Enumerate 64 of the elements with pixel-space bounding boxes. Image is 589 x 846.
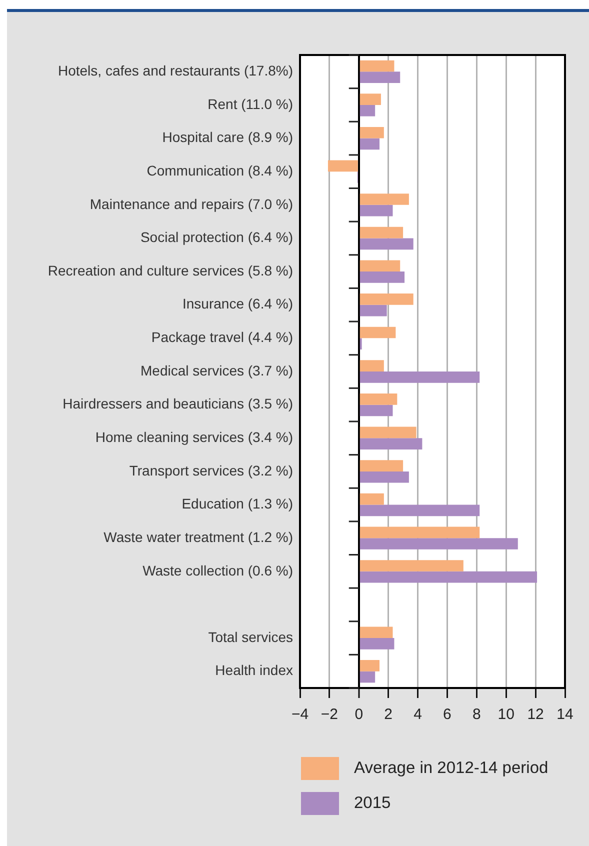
y-tick-label: Hotels, cafes and restaurants (17.8%) bbox=[58, 62, 293, 79]
x-tick-label: 10 bbox=[498, 706, 514, 724]
x-tick-label: −4 bbox=[291, 706, 309, 724]
y-tick-label: Transport services (3.2 %) bbox=[129, 462, 293, 478]
y-tick-label: Medical services (3.7 %) bbox=[140, 362, 293, 378]
bar bbox=[360, 294, 414, 305]
bar bbox=[360, 526, 480, 538]
bar bbox=[360, 660, 380, 672]
bar bbox=[360, 72, 400, 83]
bar bbox=[360, 326, 396, 338]
y-tick-label: Hairdressers and beauticians (3.5 %) bbox=[62, 396, 293, 412]
bar bbox=[360, 60, 394, 72]
bar bbox=[360, 94, 381, 105]
bar bbox=[360, 571, 538, 583]
bar bbox=[360, 471, 409, 483]
y-tick-label: Maintenance and repairs (7.0 %) bbox=[90, 196, 293, 212]
y-tick-label: Waste collection (0.6 %) bbox=[142, 562, 293, 578]
bar bbox=[360, 126, 384, 138]
bar bbox=[328, 160, 358, 172]
y-tick-label: Home cleaning services (3.4 %) bbox=[95, 428, 293, 445]
x-tick-label: −2 bbox=[320, 706, 338, 724]
bar bbox=[360, 372, 480, 383]
y-tick-label: Social protection (6.4 %) bbox=[140, 229, 293, 246]
y-tick-label: Education (1.3 %) bbox=[182, 496, 293, 512]
bar bbox=[360, 538, 518, 550]
legend-label: 2015 bbox=[354, 794, 391, 813]
bar bbox=[360, 104, 376, 116]
x-tick-label: 4 bbox=[414, 706, 422, 724]
bar bbox=[360, 238, 414, 250]
bar bbox=[360, 260, 400, 272]
x-tick-label: 0 bbox=[354, 706, 364, 724]
bar bbox=[360, 360, 384, 372]
y-tick-label: Health index bbox=[215, 662, 293, 678]
bar bbox=[360, 560, 464, 572]
bar bbox=[360, 204, 393, 216]
bar bbox=[360, 426, 416, 438]
y-tick-label: Rent (11.0 %) bbox=[208, 96, 293, 112]
bar bbox=[360, 226, 404, 238]
bar bbox=[360, 438, 422, 450]
bar bbox=[360, 404, 393, 416]
bar bbox=[360, 504, 480, 516]
x-tick-label: 6 bbox=[443, 706, 452, 724]
bar bbox=[360, 460, 404, 472]
y-tick-label: Package travel (4.4 %) bbox=[151, 329, 293, 346]
y-tick-label: Recreation and culture services (5.8 %) bbox=[48, 262, 293, 278]
x-tick-label: 8 bbox=[472, 706, 481, 724]
bar bbox=[360, 493, 384, 505]
bar bbox=[360, 626, 393, 638]
y-tick-label: Hospital care (8.9 %) bbox=[162, 129, 293, 146]
bar bbox=[360, 138, 380, 150]
bar bbox=[360, 638, 394, 650]
bar bbox=[360, 272, 405, 283]
x-tick-label: 14 bbox=[556, 706, 574, 724]
y-tick-label: Total services bbox=[208, 628, 293, 645]
bar bbox=[360, 304, 387, 316]
x-tick-label: 12 bbox=[527, 706, 544, 724]
bar bbox=[360, 393, 398, 405]
y-tick-label: Communication (8.4 %) bbox=[146, 162, 293, 178]
bar bbox=[360, 194, 409, 205]
bar bbox=[360, 671, 376, 683]
legend-label: Average in 2012-14 period bbox=[354, 759, 548, 778]
y-tick-label: Waste water treatment (1.2 %) bbox=[104, 528, 293, 545]
x-tick-label: 2 bbox=[384, 706, 393, 724]
y-tick-label: Insurance (6.4 %) bbox=[182, 296, 293, 312]
